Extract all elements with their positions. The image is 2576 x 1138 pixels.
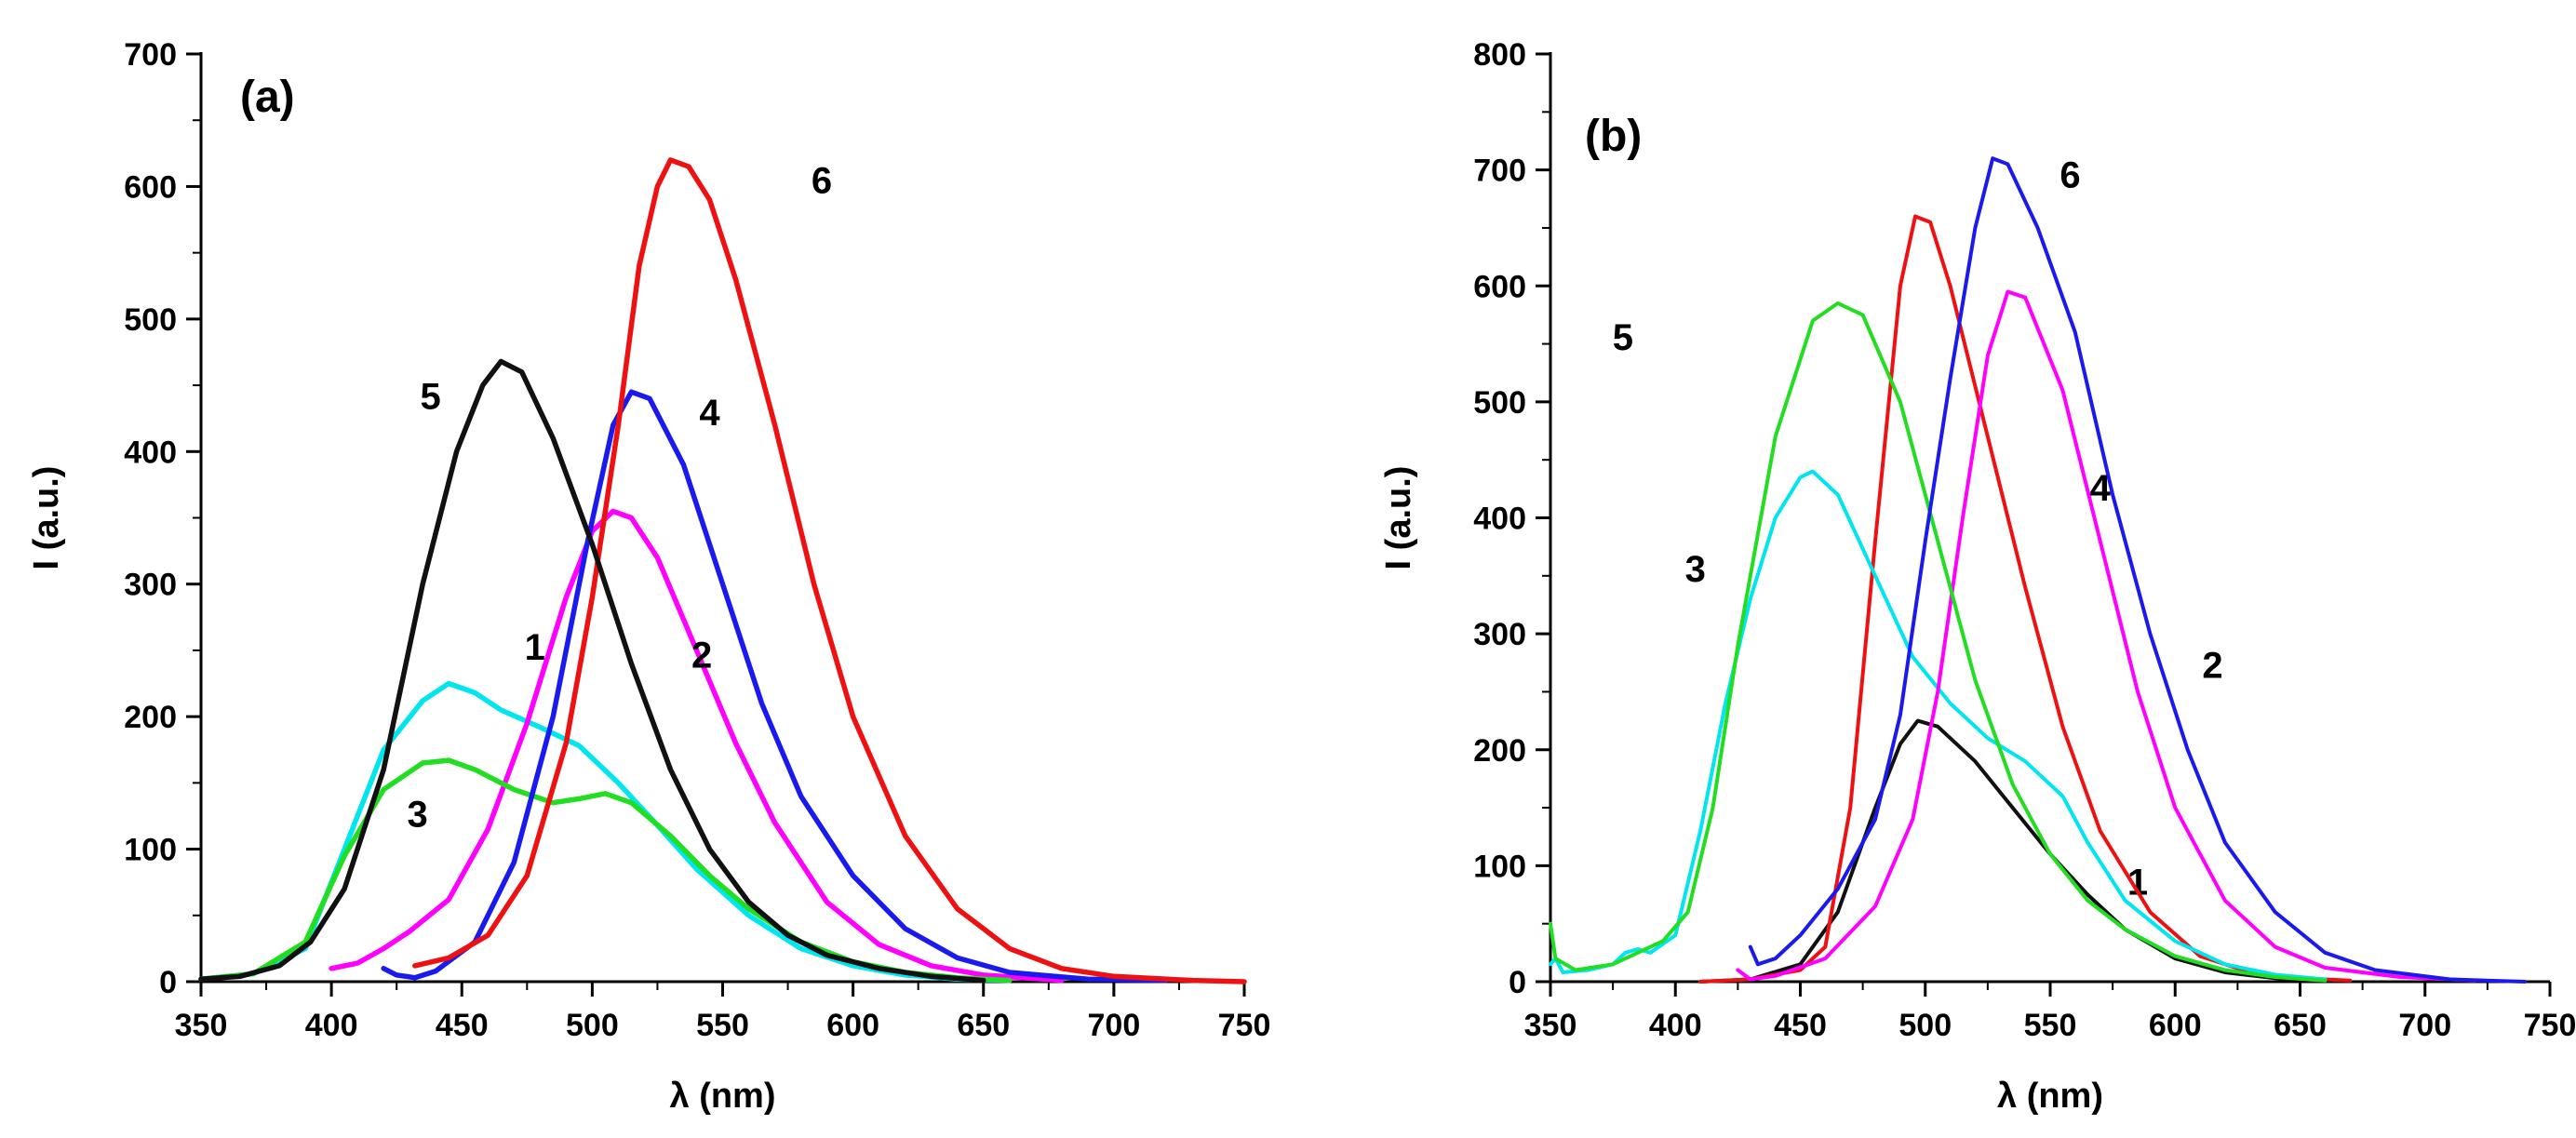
panel-a-x-tick-label: 550 [696,1008,749,1043]
panel-b-y-tick-label: 400 [1473,502,1526,537]
panel-b-y-tick-label: 500 [1473,385,1526,421]
panel-b-x-tick-label: 350 [1524,1008,1577,1043]
panel-a-series-2-label: 2 [691,635,712,676]
panel-a-series-2-line [329,508,1065,984]
panel-b-series-4-label: 4 [2090,468,2112,509]
panel-b-y-tick-label: 200 [1473,733,1526,769]
panel-a-y-tick-label: 200 [124,700,177,735]
panel-b-x-tick-label: 750 [2524,1008,2576,1043]
panel-b-series-6-label: 6 [2059,154,2080,195]
panel-a-series-6-label: 6 [812,161,832,202]
panel-b-x-tick-label: 650 [2274,1008,2327,1043]
panel-b-series-3-label: 3 [1685,549,1706,590]
panel-b-series-2-label: 2 [2202,645,2222,686]
panel-a-series-3-label: 3 [407,794,427,835]
panel-b-series-3-line [1549,469,2328,982]
panel-b-chart: 350 400 450 500 550 600 650 700 750 0 100 200 300 400… [1379,37,2576,1116]
panel-a-y-tick-label: 100 [124,833,177,868]
panel-a-y-tick-label: 400 [124,435,177,470]
panel-b-x-tick-label: 450 [1774,1008,1827,1043]
panel-b-series-4-line [1736,289,2477,983]
panel-b-panel-tag: (b) [1585,112,1642,161]
panel-a-series-4-line [381,389,1169,984]
panel-a-chart: 350 400 450 500 550 600 650 700 750 0 100 200 300 400… [27,37,1270,1116]
panel-a-y-tick-label: 0 [159,965,177,1000]
panel-a-x-tick-label: 750 [1218,1008,1271,1043]
panel-a-x-tick-label: 400 [305,1008,358,1043]
panel-b-series-5-line [1549,301,2328,983]
panel-a-x-axis-label: λ (nm) [670,1077,776,1116]
panel-b-x-tick-label: 400 [1649,1008,1702,1043]
panel-a-x-tick-label: 650 [957,1008,1010,1043]
panel-a-x-tick-label: 450 [436,1008,489,1043]
panel-b-y-axis-label: I (a.u.) [1379,466,1418,570]
panel-a-series-1-label: 1 [525,627,545,668]
panel-a-x-tick-label: 700 [1088,1008,1141,1043]
panel-a-series-1-line [198,680,1013,984]
panel-a-y-axis-label: I (a.u.) [27,466,66,570]
panel-b-series-1-label: 1 [2127,863,2148,904]
panel-b-y-tick-label: 700 [1473,154,1526,189]
panel-a-y-tick-label: 500 [124,302,177,338]
panel-b-y-tick-label: 800 [1473,37,1526,73]
panel-b-series-6-line [1748,156,2528,984]
panel-b-y-tick-label: 100 [1473,849,1526,884]
panel-a-y-tick-label: 600 [124,169,177,205]
panel-a-x-tick-label: 600 [826,1008,879,1043]
panel-a-panel-tag: (a) [240,73,295,122]
panel-a-x-tick-label: 350 [175,1008,228,1043]
panel-b-x-tick-label: 700 [2398,1008,2451,1043]
panel-a-x-tick-label: 500 [566,1008,619,1043]
panel-b-y-tick-label: 300 [1473,617,1526,652]
panel-b-x-tick-label: 600 [2149,1008,2202,1043]
panel-b-y-tick-label: 600 [1473,269,1526,304]
panel-a-series-5-line [198,358,986,984]
panel-a-series-6-line [412,157,1247,984]
panel-b-x-tick-label: 500 [1898,1008,1952,1043]
panel-b-series-1-line [1698,718,2328,984]
panel-b-x-axis-label: λ (nm) [1997,1077,2103,1116]
panel-a-series-4-label: 4 [699,393,720,434]
panel-b-series-5-label: 5 [1613,317,1633,358]
panel-a-series-5-label: 5 [420,377,440,418]
panel-b-y-tick-label: 0 [1509,965,1526,1000]
panel-a-y-tick-label: 300 [124,568,177,603]
panel-a-y-tick-label: 700 [124,37,177,73]
panel-b-x-tick-label: 550 [2024,1008,2077,1043]
panel-b-series-2-line [1698,214,2353,984]
